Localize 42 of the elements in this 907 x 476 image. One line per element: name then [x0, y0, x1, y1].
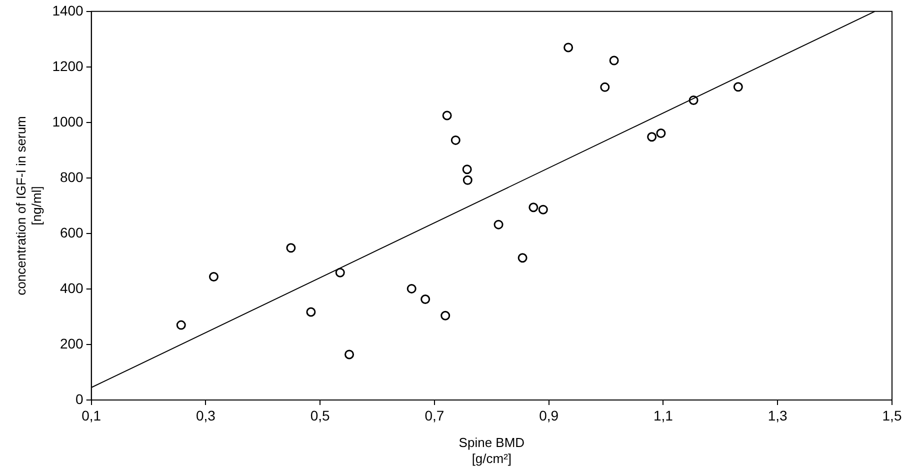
- point: [420, 294, 430, 304]
- point: [688, 95, 698, 105]
- y-tick-label: 600: [60, 224, 84, 240]
- x-tick-label: 0,7: [424, 407, 444, 424]
- point: [306, 307, 316, 317]
- point: [208, 272, 218, 282]
- x-tick-label: 0,1: [82, 407, 102, 424]
- point: [440, 310, 450, 320]
- point: [494, 220, 504, 230]
- point: [286, 243, 296, 253]
- point: [538, 204, 548, 214]
- x-tick-label: 1,1: [654, 407, 674, 424]
- point: [176, 320, 186, 330]
- point: [733, 82, 743, 92]
- x-tick-label: 0,9: [539, 407, 559, 424]
- y-tick-label: 1000: [52, 113, 84, 130]
- x-tick-label: 0,3: [196, 407, 216, 424]
- point: [564, 42, 574, 52]
- x-tick-label: 0,5: [310, 407, 330, 424]
- point: [450, 135, 460, 145]
- point: [656, 128, 666, 138]
- x-axis-title: Spine BMD [g/cm²]: [458, 435, 525, 466]
- y-axis-title: concentration of IGF-I in serum [ng/ml]: [13, 116, 44, 296]
- y-tick-label: 0: [76, 390, 84, 407]
- x-tick-label: 1,5: [882, 407, 902, 424]
- point: [406, 284, 416, 294]
- x-tick-label: 1,3: [768, 407, 788, 424]
- y-tick-label: 400: [60, 280, 84, 296]
- point: [647, 132, 657, 142]
- point: [335, 268, 345, 278]
- point: [344, 350, 354, 360]
- point: [518, 253, 528, 263]
- point: [462, 164, 472, 174]
- y-tick-label: 1400: [52, 2, 84, 18]
- point: [442, 110, 452, 120]
- point: [600, 82, 610, 92]
- y-tick-label: 1200: [52, 58, 84, 74]
- point: [609, 56, 619, 66]
- point: [462, 175, 472, 185]
- y-tick-label: 800: [60, 168, 84, 185]
- point: [528, 202, 538, 212]
- y-tick-label: 200: [60, 335, 84, 352]
